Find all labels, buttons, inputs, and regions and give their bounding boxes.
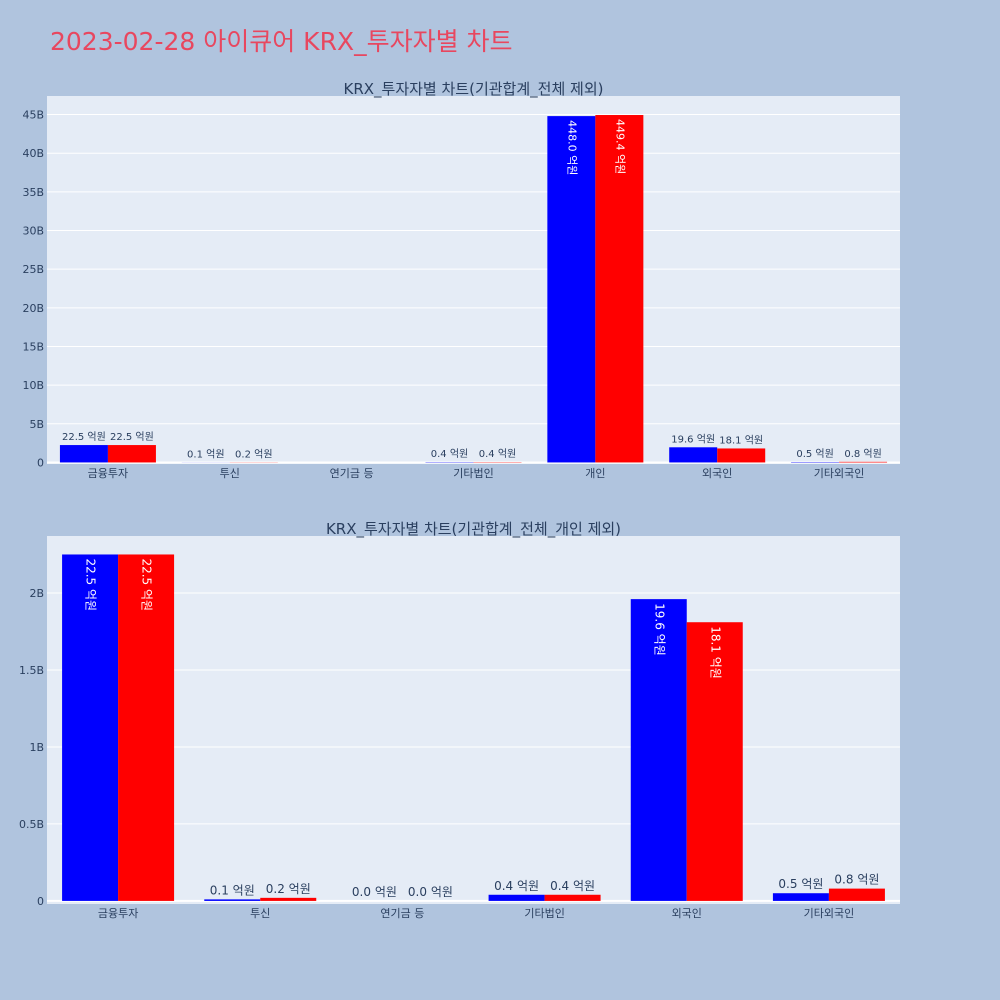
y-tick-label: 1B — [29, 741, 44, 754]
y-tick-label: 0 — [37, 895, 44, 908]
y-tick-label: 10B — [22, 379, 44, 392]
chart-title: KRX_투자자별 차트(기관합계_전체 제외) — [344, 80, 604, 99]
x-tick-label: 금융투자 — [88, 467, 128, 480]
bar-label: 448.0 억원 — [565, 120, 578, 175]
y-tick-label: 0.5B — [19, 818, 44, 831]
y-tick-label: 5B — [29, 418, 44, 431]
bar-label: 18.1 억원 — [708, 626, 722, 679]
bar-label: 0.8 억원 — [834, 873, 879, 887]
bar — [59, 445, 108, 463]
bar-label: 22.5 억원 — [110, 431, 154, 443]
bar — [488, 894, 545, 901]
x-tick-label: 투신 — [220, 467, 240, 480]
bar — [630, 599, 687, 901]
bar — [839, 461, 888, 463]
bar-label: 0.4 억원 — [479, 448, 516, 460]
y-tick-label: 45B — [22, 109, 44, 122]
y-tick-label: 15B — [22, 340, 44, 353]
bar-label: 19.6 억원 — [671, 433, 715, 445]
bar-label: 18.1 억원 — [719, 434, 763, 446]
y-tick-label: 20B — [22, 302, 44, 315]
bar-label: 0.1 억원 — [210, 883, 255, 897]
bar-label: 0.0 억원 — [408, 885, 453, 899]
y-tick-label: 0 — [37, 456, 44, 469]
y-tick-label: 25B — [22, 263, 44, 276]
y-tick-label: 30B — [22, 225, 44, 238]
y-tick-label: 1.5B — [19, 664, 44, 677]
bar — [686, 622, 743, 901]
bar — [595, 115, 644, 463]
x-tick-label: 기타법인 — [453, 467, 493, 480]
bar-label: 0.5 억원 — [778, 877, 823, 891]
chart-top: KRX_투자자별 차트(기관합계_전체 제외) 0 5B 10B 15B 20B 25B 30… — [22, 80, 900, 480]
x-tick-label: 기타외국인 — [814, 467, 865, 480]
bar-label: 0.1 억원 — [187, 448, 224, 460]
bar — [62, 554, 119, 901]
bar-label: 22.5 억원 — [84, 558, 98, 611]
chart-bottom: KRX_투자자별 차트(기관합계_전체_개인 제외) 0 0.5B 1B 1.5B 2B 금… — [19, 520, 900, 920]
bar-label: 0.0 억원 — [352, 885, 397, 899]
bar — [107, 445, 156, 463]
x-tick-label: 개인 — [585, 467, 605, 480]
x-tick-label: 투신 — [250, 907, 270, 920]
bar — [828, 888, 885, 901]
x-tick-label: 기타법인 — [524, 907, 564, 920]
plot-area — [47, 96, 900, 464]
bar — [544, 894, 601, 901]
chart-title: KRX_투자자별 차트(기관합계_전체_개인 제외) — [326, 520, 621, 539]
y-tick-label: 35B — [22, 186, 44, 199]
bar-label: 0.2 억원 — [266, 882, 311, 896]
x-tick-label: 외국인 — [672, 907, 702, 920]
x-tick-label: 연기금 등 — [380, 907, 424, 920]
bar — [669, 447, 718, 463]
plot-area — [47, 536, 900, 904]
bar-label: 449.4 억원 — [613, 119, 626, 174]
y-tick-label: 40B — [22, 147, 44, 160]
bar — [547, 116, 596, 463]
y-tick-label: 2B — [29, 587, 44, 600]
bar-label: 22.5 억원 — [140, 558, 154, 611]
bar-label: 0.4 억원 — [494, 879, 539, 893]
bar — [717, 448, 766, 463]
bar — [204, 899, 261, 901]
bar — [118, 554, 175, 901]
x-tick-label: 기타외국인 — [804, 907, 855, 920]
x-tick-label: 금융투자 — [98, 907, 138, 920]
bar-label: 0.4 억원 — [550, 879, 595, 893]
x-tick-label: 외국인 — [702, 467, 732, 480]
bar — [772, 893, 829, 901]
page-title: 2023-02-28 아이큐어 KRX_투자자별 차트 — [50, 27, 513, 56]
bar — [260, 897, 317, 901]
bar-label: 0.5 억원 — [796, 448, 833, 460]
x-tick-label: 연기금 등 — [330, 467, 374, 480]
bar-label: 22.5 억원 — [62, 431, 106, 443]
bar-label: 0.2 억원 — [235, 448, 272, 460]
bar-label: 19.6 억원 — [652, 603, 666, 656]
bar-label: 0.8 억원 — [844, 448, 881, 460]
bar-label: 0.4 억원 — [431, 448, 468, 460]
